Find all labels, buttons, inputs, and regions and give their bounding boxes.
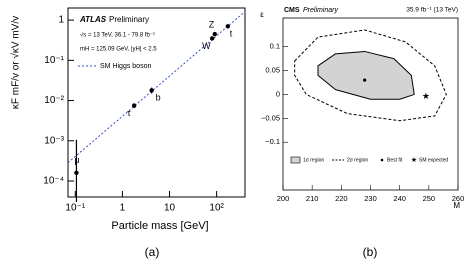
- x-tick-label: 1: [120, 203, 126, 214]
- data-point: [225, 24, 230, 29]
- y-tick-label: 10⁻³: [44, 135, 64, 146]
- legend-label: 2σ region: [347, 157, 368, 163]
- x-tick-label: 240: [393, 194, 406, 203]
- x-tick-label: 10²: [209, 203, 224, 214]
- legend-swatch: [290, 156, 301, 164]
- x-tick-label: 230: [364, 194, 377, 203]
- legend-label: 1σ region: [303, 157, 324, 163]
- y-tick-label: 10⁻¹: [44, 55, 64, 66]
- caption: (b): [363, 245, 378, 259]
- x-tick-label: 220: [335, 194, 348, 203]
- sm-expected: ★: [422, 91, 430, 101]
- y-tick-label: 0.1: [270, 42, 280, 51]
- annotation: √s = 13 TeV, 36.1 - 79.8 fb⁻¹: [80, 32, 155, 39]
- y-axis-label: κF mF/v or √κV mV/v: [10, 16, 22, 109]
- annotation: mH = 125.09 GeV, |yH| < 2.5: [80, 47, 157, 53]
- plot-frame: [67, 7, 246, 198]
- chart-title: CMS: [284, 7, 300, 14]
- x-axis-label: M: [453, 201, 460, 210]
- y-tick-label: −0.1: [265, 137, 280, 146]
- point-label: b: [156, 93, 161, 103]
- data-point: [212, 31, 217, 37]
- point-label: τ: [127, 108, 131, 118]
- x-tick-label: 250: [423, 194, 436, 203]
- point-label: Z: [209, 19, 215, 29]
- best-fit: [363, 78, 367, 82]
- legend-label: SM Higgs boson: [100, 63, 151, 70]
- data-point: [74, 170, 79, 175]
- reference-line: [67, 11, 246, 164]
- y-tick-label: −0.05: [261, 113, 280, 122]
- annotation: Preliminary: [109, 15, 149, 24]
- data-point: [149, 88, 154, 93]
- legend-swatch: [380, 158, 384, 162]
- caption: (a): [145, 245, 160, 259]
- y-tick-label: 0.05: [265, 66, 280, 75]
- point-label: t: [230, 29, 233, 39]
- y-tick-label: 10⁻²: [44, 95, 64, 106]
- y-tick-label: 10⁻⁴: [43, 176, 64, 187]
- plot-frame: [282, 17, 459, 191]
- y-axis-label: ε: [260, 10, 264, 19]
- x-tick-label: 10: [164, 203, 176, 214]
- y-tick-label: 0: [276, 89, 280, 98]
- chart-note: 35.9 fb⁻¹ (13 TeV): [406, 7, 458, 14]
- y-tick-label: 1: [58, 15, 64, 26]
- data-point: [209, 36, 215, 41]
- x-tick-label: 210: [306, 194, 319, 203]
- legend-label: SM expected: [419, 157, 448, 163]
- legend-swatch: ★: [411, 156, 417, 164]
- chart-subtitle: Preliminary: [303, 7, 339, 14]
- point-label: μ: [74, 155, 79, 165]
- annotation: ATLAS: [79, 15, 107, 24]
- contour: [294, 29, 447, 122]
- x-tick-label: 260: [452, 194, 465, 203]
- x-tick-label: 200: [277, 194, 290, 203]
- contour: [317, 50, 415, 100]
- x-tick-label: 10⁻¹: [65, 203, 85, 214]
- data-point: [131, 103, 137, 108]
- x-axis-label: Particle mass [GeV]: [111, 220, 208, 232]
- point-label: W: [202, 41, 211, 51]
- legend-label: Best fit: [387, 157, 403, 163]
